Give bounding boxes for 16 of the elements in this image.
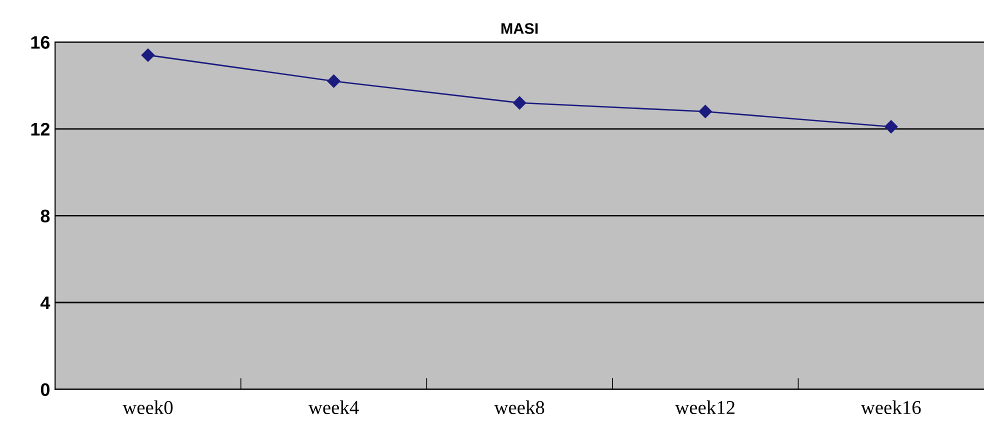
point bbox=[327, 74, 340, 88]
chart-title: MASI bbox=[501, 23, 538, 34]
point bbox=[141, 48, 155, 62]
x-tick-label: week8 bbox=[494, 400, 544, 414]
point bbox=[884, 120, 898, 134]
y-tick-label: 16 bbox=[31, 36, 50, 49]
y-tick-label: 12 bbox=[31, 122, 50, 136]
x-tick-label: week12 bbox=[675, 400, 734, 414]
x-tick-label: week4 bbox=[308, 400, 359, 414]
x-tick-label: week0 bbox=[122, 400, 173, 414]
y-tick-label: 4 bbox=[40, 296, 50, 310]
point bbox=[512, 96, 526, 110]
x-tick-label: week16 bbox=[860, 400, 921, 414]
y-tick-label: 8 bbox=[40, 210, 50, 222]
y-tick-label: 0 bbox=[40, 383, 50, 396]
point bbox=[698, 104, 712, 118]
